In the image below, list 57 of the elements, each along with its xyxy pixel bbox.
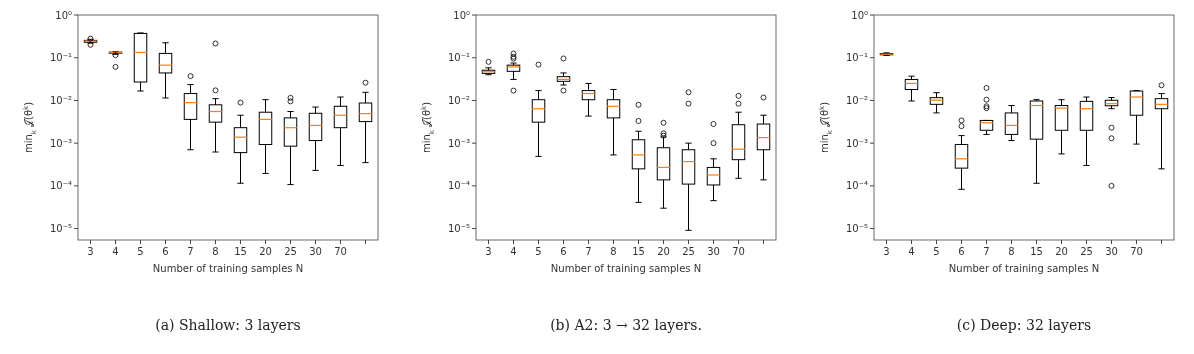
x-tick-label: 6 bbox=[560, 246, 567, 257]
x-tick-label: 15 bbox=[1030, 246, 1043, 257]
text: (a) Shallow: 3 layers bbox=[155, 317, 301, 333]
x-tick-label: 30 bbox=[707, 246, 720, 257]
x-tick-label: 7 bbox=[585, 246, 592, 257]
x-tick-label: 25 bbox=[284, 246, 297, 257]
x-axis-title: Number of training samples N bbox=[550, 263, 702, 274]
x-tick-label: 20 bbox=[1055, 246, 1068, 257]
x-tick-label: 25 bbox=[682, 246, 695, 257]
y-tick-label: 10⁰ bbox=[55, 9, 72, 21]
x-tick-label: 15 bbox=[234, 246, 247, 257]
x-tick-label: 5 bbox=[933, 246, 940, 257]
x-tick-label: 20 bbox=[259, 246, 272, 257]
x-tick-label: 70 bbox=[334, 246, 347, 257]
y-tick-label: 10⁻³ bbox=[49, 137, 72, 149]
x-axis-title: Number of training samples N bbox=[948, 263, 1100, 274]
x-tick-label: 5 bbox=[535, 246, 542, 257]
y-tick-label: 10⁻² bbox=[845, 94, 868, 106]
x-tick-label: 4 bbox=[112, 246, 119, 257]
text: (c) Deep: 32 layers bbox=[956, 317, 1092, 333]
x-tick-label: 70 bbox=[732, 246, 745, 257]
x-tick-label: 15 bbox=[632, 246, 645, 257]
y-tick-label: 10⁻⁴ bbox=[845, 180, 868, 192]
x-tick-label: 30 bbox=[309, 246, 322, 257]
y-tick-label: 10⁻⁵ bbox=[447, 223, 470, 235]
y-tick-label: 10⁻⁵ bbox=[845, 223, 868, 235]
x-tick-label: 3 bbox=[87, 246, 94, 257]
x-tick-label: 8 bbox=[212, 246, 219, 257]
y-tick-label: 10⁻⁴ bbox=[447, 180, 470, 192]
y-tick-label: 10⁻¹ bbox=[49, 52, 72, 64]
x-tick-label: 4 bbox=[510, 246, 517, 257]
text: (b) A2: 3 → 32 layers. bbox=[550, 317, 702, 333]
x-tick-label: 7 bbox=[187, 246, 194, 257]
y-tick-label: 10⁻⁴ bbox=[49, 180, 72, 192]
x-tick-label: 8 bbox=[610, 246, 617, 257]
y-tick-label: 10⁻² bbox=[49, 94, 72, 106]
x-tick-label: 5 bbox=[137, 246, 144, 257]
y-tick-label: 10⁻¹ bbox=[845, 52, 868, 64]
x-tick-label: 20 bbox=[657, 246, 670, 257]
x-tick-label: 25 bbox=[1080, 246, 1093, 257]
x-tick-label: 3 bbox=[883, 246, 890, 257]
y-tick-label: 10⁻³ bbox=[845, 137, 868, 149]
x-tick-label: 6 bbox=[162, 246, 169, 257]
x-tick-label: 7 bbox=[983, 246, 990, 257]
y-tick-label: 10⁻² bbox=[447, 94, 470, 106]
x-tick-label: 30 bbox=[1105, 246, 1118, 257]
x-tick-label: 70 bbox=[1130, 246, 1143, 257]
x-axis-title: Number of training samples N bbox=[152, 263, 304, 274]
x-tick-label: 4 bbox=[908, 246, 915, 257]
x-tick-label: 8 bbox=[1008, 246, 1015, 257]
x-tick-label: 6 bbox=[958, 246, 965, 257]
y-tick-label: 10⁰ bbox=[851, 9, 868, 21]
y-tick-label: 10⁻⁵ bbox=[49, 223, 72, 235]
y-tick-label: 10⁻³ bbox=[447, 137, 470, 149]
x-tick-label: 3 bbox=[485, 246, 492, 257]
y-tick-label: 10⁰ bbox=[453, 9, 470, 21]
y-tick-label: 10⁻¹ bbox=[447, 52, 470, 64]
